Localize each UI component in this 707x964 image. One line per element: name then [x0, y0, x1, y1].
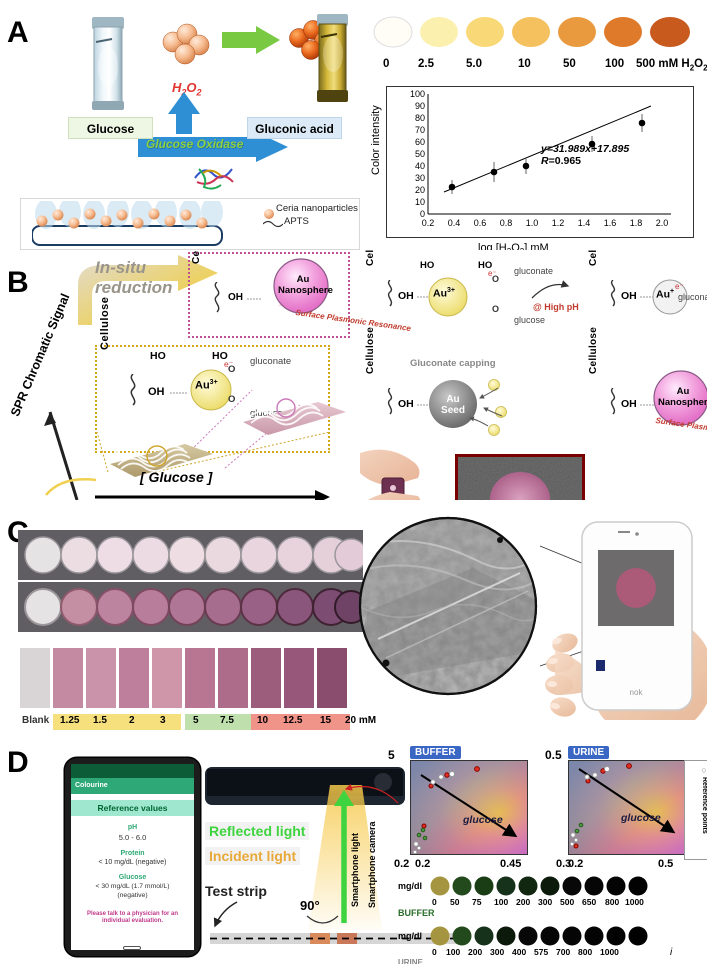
svg-text:1.8: 1.8: [630, 218, 643, 228]
svg-text:90: 90: [415, 101, 425, 111]
svg-text:10: 10: [415, 197, 425, 207]
svg-text:100: 100: [410, 89, 425, 99]
svg-text:50: 50: [415, 149, 425, 159]
svg-text:glucose: glucose: [620, 812, 661, 824]
svg-text:30: 30: [415, 173, 425, 183]
svg-text:80: 80: [415, 113, 425, 123]
svg-text:0.6: 0.6: [474, 218, 487, 228]
svg-text:60: 60: [415, 137, 425, 147]
svg-text:0.2: 0.2: [422, 218, 435, 228]
svg-text:0.4: 0.4: [448, 218, 461, 228]
svg-text:0.8: 0.8: [500, 218, 513, 228]
svg-text:1.4: 1.4: [578, 218, 591, 228]
svg-text:R=0.965: R=0.965: [541, 155, 581, 167]
svg-text:1.0: 1.0: [526, 218, 539, 228]
svg-text:y=31.989x+17.895: y=31.989x+17.895: [540, 143, 629, 155]
svg-text:1.2: 1.2: [552, 218, 565, 228]
svg-text:20: 20: [415, 185, 425, 195]
svg-text:1.6: 1.6: [604, 218, 617, 228]
svg-text:nok: nok: [630, 688, 644, 697]
svg-text:40: 40: [415, 161, 425, 171]
svg-text:2.0: 2.0: [656, 218, 669, 228]
svg-text:70: 70: [415, 125, 425, 135]
svg-text:glucose: glucose: [462, 814, 503, 826]
